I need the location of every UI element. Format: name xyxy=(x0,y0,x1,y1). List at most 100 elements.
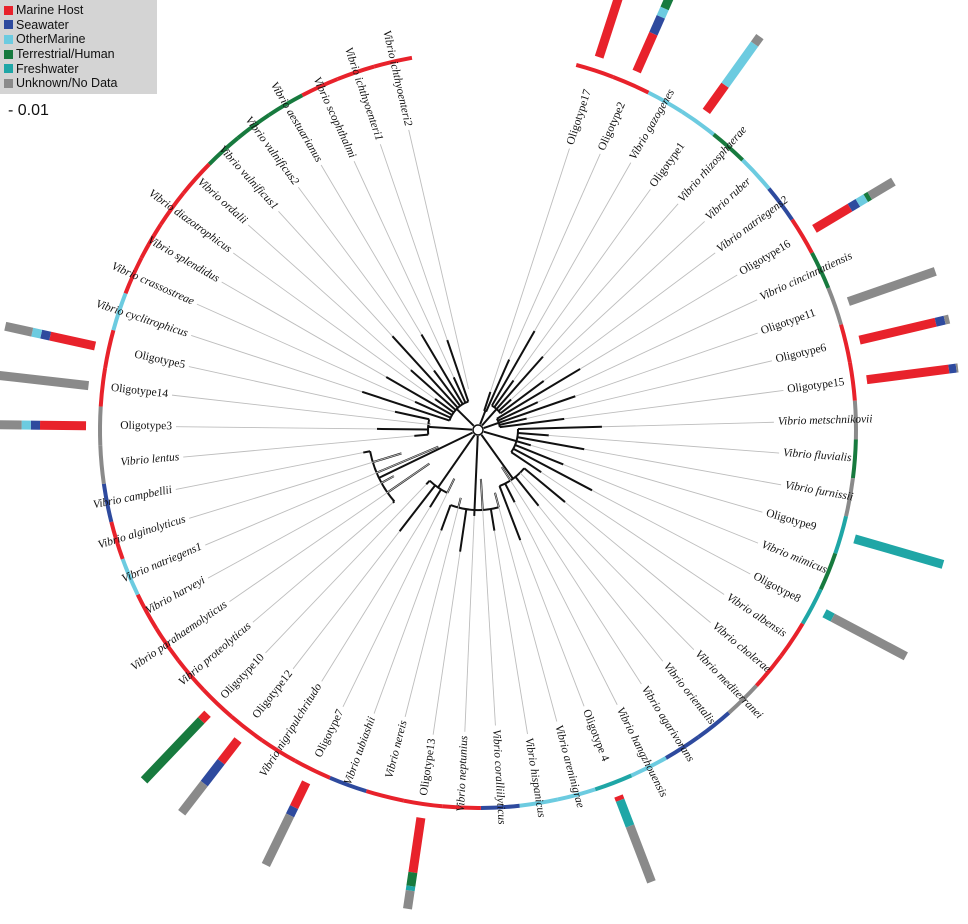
tip-label: Vibrio neptunius xyxy=(455,735,470,812)
tree-branch xyxy=(434,398,455,414)
habitat-bar-segment xyxy=(31,327,43,339)
tree-branch xyxy=(499,380,545,415)
tree-branch xyxy=(473,435,479,510)
tip-leader-line xyxy=(548,434,780,454)
tip-leader-line xyxy=(265,483,427,654)
habitat-ring-segment xyxy=(741,158,771,190)
tree-branch xyxy=(414,400,452,419)
habitat-ring-segment xyxy=(98,445,106,485)
habitat-bar-segment xyxy=(406,871,418,887)
tip-label: Oligotype7 xyxy=(313,707,347,759)
habitat-ring-segment xyxy=(519,797,559,808)
habitat-bar-segment xyxy=(217,737,242,765)
habitat-ring-segment xyxy=(800,588,823,625)
tip-label: Oligotype3 xyxy=(120,420,172,433)
tree-branch xyxy=(496,368,581,420)
tree-branch xyxy=(514,444,564,466)
habitat-ring-segment xyxy=(575,63,614,79)
tip-leader-line xyxy=(408,129,469,390)
tree-branch xyxy=(517,425,602,430)
habitat-ring-segment xyxy=(839,324,852,363)
tip-leader-line xyxy=(189,452,402,519)
tree-branch xyxy=(480,434,514,480)
habitat-bar-segment xyxy=(863,191,873,203)
tip-leader-line xyxy=(207,475,395,579)
tree-branch xyxy=(428,425,473,431)
tip-label: Oligotype13 xyxy=(418,738,438,797)
tip-leader-line xyxy=(353,161,455,378)
habitat-bar-segment xyxy=(40,329,52,341)
habitat-ring-segment xyxy=(594,773,633,792)
tip-label: Vibrio metschnikovii xyxy=(778,413,873,427)
tree-root xyxy=(472,424,484,436)
tree-branch xyxy=(523,467,566,503)
legend-label: Seawater xyxy=(16,17,69,32)
habitat-bar-segment xyxy=(408,817,426,874)
tip-leader-line xyxy=(464,515,475,732)
habitat-ring-segment xyxy=(135,593,159,630)
tree-branch xyxy=(517,432,549,437)
legend-swatch xyxy=(4,5,13,15)
tip-label: Oligotype14 xyxy=(110,382,169,400)
habitat-ring-segment xyxy=(844,477,855,517)
habitat-bar-segment xyxy=(866,364,950,385)
tip-leader-line xyxy=(584,448,782,486)
legend-item-terrestrial-human: Terrestrial/Human xyxy=(4,47,157,62)
habitat-bar-segment xyxy=(867,177,896,200)
tip-leader-line xyxy=(564,390,784,420)
habitat-ring-segment xyxy=(818,552,838,591)
tip-label: Oligotype12 xyxy=(250,668,295,721)
habitat-ring-segment xyxy=(236,113,271,140)
tip-leader-line xyxy=(563,464,759,544)
tip-leader-line xyxy=(519,540,585,707)
tree-branch xyxy=(394,410,430,421)
scale-bar: - 0.01 xyxy=(8,102,49,120)
habitat-ring-segment xyxy=(712,132,745,162)
habitat-bar-segment xyxy=(39,420,87,431)
habitat-ring-segment xyxy=(833,515,848,555)
tip-label: Oligotype11 xyxy=(759,307,817,337)
tip-label: Oligotype 4 xyxy=(580,708,611,764)
tree-branch xyxy=(499,417,565,429)
tree-branch xyxy=(481,408,498,427)
tip-leader-line xyxy=(519,472,695,650)
habitat-ring-segment xyxy=(810,251,831,289)
tree-branch xyxy=(510,451,542,474)
tip-leader-line xyxy=(493,530,528,735)
tip-label: Vibrio furnissii xyxy=(784,479,854,503)
tree-branch xyxy=(392,500,396,504)
habitat-bar-segment xyxy=(594,0,623,59)
tip-label: Vibrio ordalii xyxy=(195,176,249,226)
tip-label: Vibrio harveyi xyxy=(144,574,208,616)
tree-branch xyxy=(517,436,585,451)
tip-label: Oligotype8 xyxy=(751,570,803,605)
tip-leader-line xyxy=(494,492,558,722)
habitat-bar-segment xyxy=(934,315,946,327)
habitat-bar-segment xyxy=(649,15,665,36)
habitat-bar-segment xyxy=(847,199,861,212)
tip-leader-line xyxy=(320,164,422,335)
tip-leader-line xyxy=(575,332,758,397)
habitat-bars xyxy=(0,0,959,910)
habitat-ring-segment xyxy=(336,64,375,81)
habitat-ring-segment xyxy=(767,187,794,221)
habitat-bar-segment xyxy=(632,31,658,74)
tree-branch xyxy=(385,376,453,416)
habitat-ring-segment xyxy=(697,711,731,739)
tree-branch xyxy=(455,408,475,427)
tip-leader-line xyxy=(183,435,415,458)
habitat-ring-segment xyxy=(139,223,163,259)
habitat-ring-segment xyxy=(403,798,443,809)
tip-leader-line xyxy=(379,144,448,341)
tree-branch xyxy=(479,410,487,425)
tip-leader-line xyxy=(252,502,394,623)
tip-label: Oligotype6 xyxy=(774,342,827,366)
tip-leader-line xyxy=(480,478,496,726)
habitat-ring-segment xyxy=(664,735,700,760)
tree-branch xyxy=(499,417,527,426)
tree-branch xyxy=(420,333,464,405)
legend-swatch xyxy=(4,20,13,30)
tree-branch xyxy=(485,359,511,413)
habitat-bar-segment xyxy=(846,267,937,306)
